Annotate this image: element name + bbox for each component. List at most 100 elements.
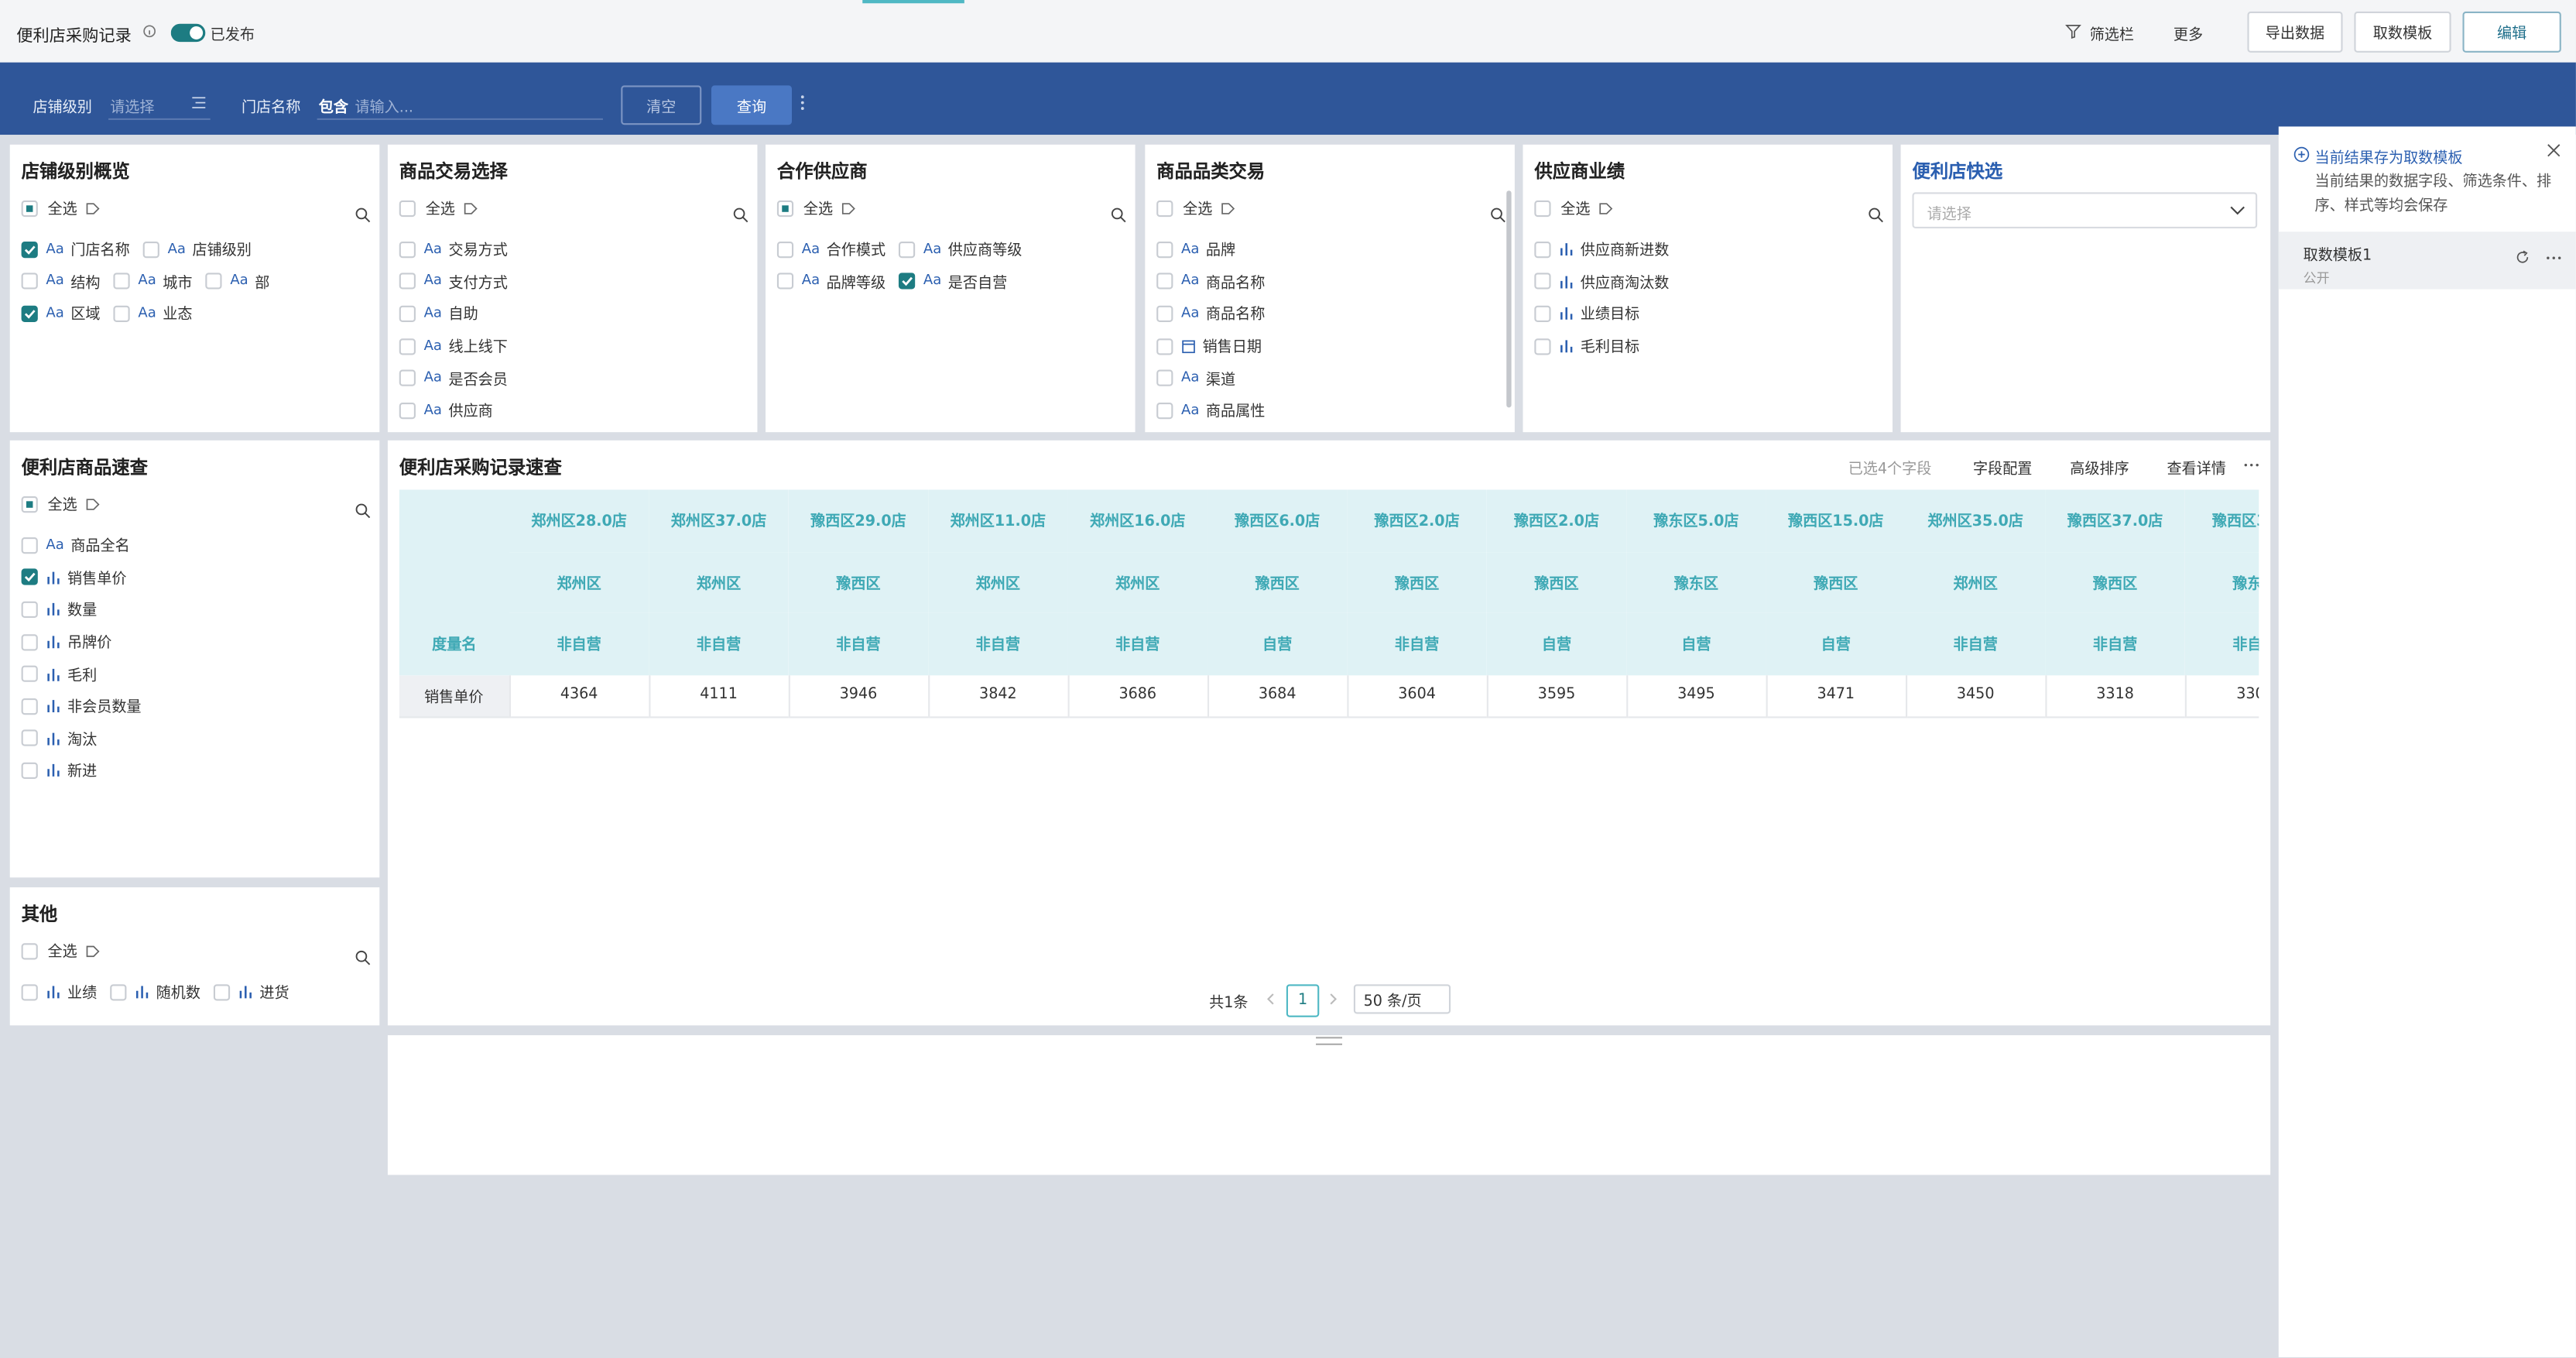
checkbox[interactable] [1156, 199, 1173, 217]
field-item[interactable]: 淘汰 [21, 728, 97, 749]
checkbox[interactable] [142, 241, 159, 258]
field-item[interactable]: Aa 支付方式 [399, 271, 508, 293]
checkbox[interactable] [1534, 241, 1551, 258]
checkbox[interactable] [1156, 402, 1173, 419]
checkbox[interactable] [776, 273, 794, 290]
checkbox[interactable] [113, 305, 130, 322]
search-icon[interactable] [1868, 199, 1884, 230]
field-item[interactable]: Aa 供应商等级 [899, 238, 1022, 260]
field-item[interactable]: Aa 交易方式 [399, 238, 508, 260]
field-item[interactable]: Aa 线上线下 [399, 335, 508, 357]
field-item[interactable]: 毛利目标 [1534, 335, 1639, 357]
field-item[interactable]: Aa 店铺级别 [142, 238, 252, 260]
checkbox[interactable] [213, 983, 231, 1001]
field-item[interactable]: Aa 供应商 [399, 400, 493, 421]
checkbox[interactable] [21, 273, 38, 290]
checkbox[interactable] [21, 495, 38, 513]
export-button[interactable]: 导出数据 [2247, 11, 2343, 53]
edit-button[interactable]: 编辑 [2462, 11, 2561, 53]
checkbox[interactable] [205, 273, 222, 290]
advanced-sort[interactable]: 高级排序 [2070, 461, 2129, 478]
field-item[interactable]: 进货 [213, 982, 289, 1003]
checkbox[interactable] [776, 241, 794, 258]
checkbox[interactable] [1156, 241, 1173, 258]
query-button[interactable]: 查询 [711, 85, 792, 125]
more-icon[interactable] [2244, 461, 2259, 468]
checkbox[interactable] [1156, 338, 1173, 355]
checkbox[interactable] [21, 665, 38, 683]
field-item[interactable]: 业绩目标 [1534, 303, 1639, 324]
field-item[interactable]: Aa 门店名称 [21, 238, 130, 260]
checkbox[interactable] [21, 569, 38, 586]
field-item[interactable]: 随机数 [110, 982, 200, 1003]
field-item[interactable]: Aa 商品名称 [1156, 271, 1265, 293]
checkbox[interactable] [399, 402, 416, 419]
search-icon[interactable] [733, 199, 749, 230]
field-item[interactable]: Aa 合作模式 [776, 238, 886, 260]
checkbox[interactable] [399, 241, 416, 258]
field-item[interactable]: 数量 [21, 599, 97, 620]
filter-placeholder[interactable]: 请输入... [355, 100, 413, 117]
checkbox[interactable] [1156, 305, 1173, 322]
field-item[interactable]: 业绩 [21, 982, 97, 1003]
checkbox[interactable] [1534, 305, 1551, 322]
checkbox[interactable] [1156, 273, 1173, 290]
search-icon[interactable] [355, 941, 371, 972]
checkbox[interactable] [21, 762, 38, 779]
prev-page[interactable] [1265, 993, 1275, 1006]
field-item[interactable]: 供应商新进数 [1534, 238, 1669, 260]
field-item[interactable]: 毛利 [21, 664, 97, 684]
field-item[interactable]: Aa 品牌 [1156, 238, 1235, 260]
field-item[interactable]: Aa 商品名称 [1156, 303, 1265, 324]
template-button[interactable]: 取数模板 [2354, 11, 2451, 53]
more-icon[interactable] [798, 94, 807, 111]
checkbox[interactable] [21, 199, 38, 217]
checkbox[interactable] [21, 305, 38, 322]
field-config[interactable]: 字段配置 [1973, 461, 2033, 478]
filter-placeholder[interactable]: 请选择 [110, 100, 155, 117]
more-menu[interactable]: 更多 [2173, 28, 2204, 45]
checkbox[interactable] [776, 199, 794, 217]
more-icon[interactable] [2547, 255, 2561, 261]
field-item[interactable]: Aa 是否自营 [899, 271, 1007, 293]
close-icon[interactable] [2547, 143, 2561, 158]
select-box[interactable]: 请选择 [1912, 192, 2258, 229]
field-item[interactable]: Aa 是否会员 [399, 368, 508, 389]
field-item[interactable]: 供应商淘汰数 [1534, 271, 1669, 293]
current-page[interactable]: 1 [1286, 984, 1320, 1017]
checkbox[interactable] [899, 273, 916, 290]
checkbox[interactable] [399, 273, 416, 290]
checkbox[interactable] [399, 305, 416, 322]
checkbox[interactable] [1534, 273, 1551, 290]
clear-button[interactable]: 清空 [621, 85, 702, 125]
field-item[interactable]: 销售日期 [1156, 335, 1262, 357]
field-item[interactable]: Aa 渠道 [1156, 368, 1235, 389]
checkbox[interactable] [113, 273, 130, 290]
view-details[interactable]: 查看详情 [2167, 461, 2226, 478]
checkbox[interactable] [399, 338, 416, 355]
search-icon[interactable] [355, 495, 371, 526]
field-item[interactable]: Aa 城市 [113, 271, 193, 293]
publish-switch[interactable] [170, 23, 207, 43]
filter-operator[interactable]: 包含 [318, 100, 348, 117]
checkbox[interactable] [21, 698, 38, 715]
checkbox[interactable] [899, 241, 916, 258]
checkbox[interactable] [21, 537, 38, 554]
search-icon[interactable] [1111, 199, 1127, 230]
field-item[interactable]: 新进 [21, 760, 97, 781]
checkbox[interactable] [21, 633, 38, 650]
checkbox[interactable] [21, 730, 38, 747]
field-item[interactable]: Aa 结构 [21, 271, 101, 293]
template-item[interactable]: 取数模板1 公开 [2278, 231, 2576, 290]
field-item[interactable]: Aa 品牌等级 [776, 271, 886, 293]
page-size[interactable]: 50 条/页 [1353, 984, 1451, 1014]
field-item[interactable]: 销售单价 [21, 567, 126, 588]
field-item[interactable]: Aa 部 [205, 271, 269, 293]
checkbox[interactable] [1156, 369, 1173, 387]
checkbox[interactable] [21, 601, 38, 618]
refresh-icon[interactable] [2515, 250, 2530, 265]
search-icon[interactable] [1490, 199, 1506, 230]
checkbox[interactable] [21, 241, 38, 258]
next-page[interactable] [1329, 993, 1339, 1006]
field-item[interactable]: Aa 商品属性 [1156, 400, 1265, 421]
